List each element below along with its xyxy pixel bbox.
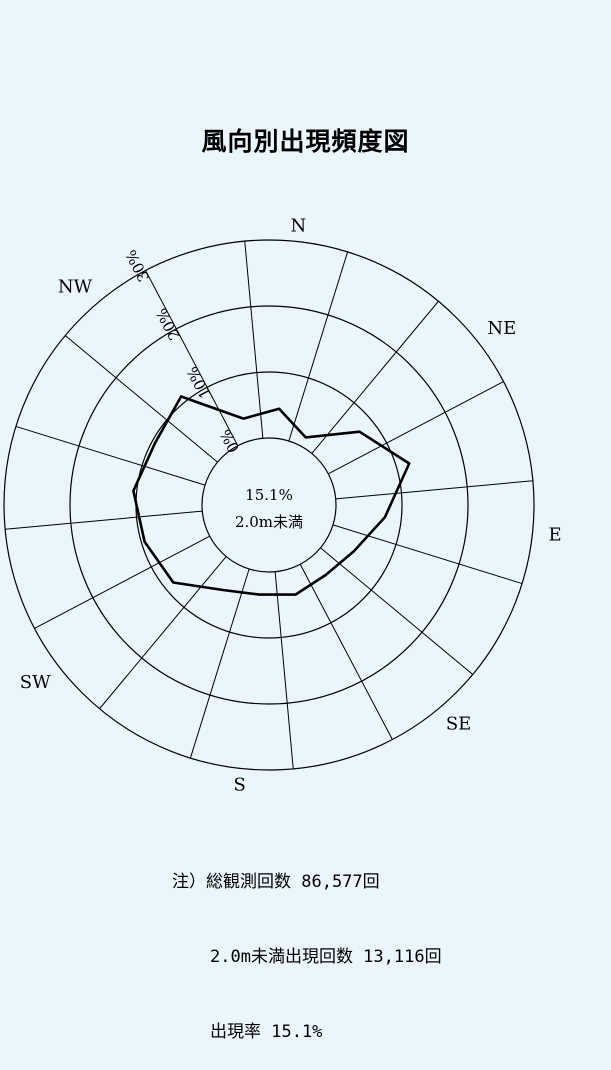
ring-30 [4,240,534,770]
spoke-3 [336,481,533,499]
spoke-11 [5,511,202,529]
ring-label-10: 10% [183,364,214,402]
ring-20 [70,306,468,704]
spoke-4 [333,525,522,584]
spoke-5 [321,548,473,675]
direction-label-s: S [233,774,245,795]
direction-label-sw: SW [20,672,51,693]
spoke-8 [190,569,249,758]
spoke-1 [312,301,439,453]
spoke-9 [100,557,227,709]
spoke-2 [328,382,503,474]
note-line-total: 注）総観測回数 86,577回 [172,870,442,895]
spoke-6 [300,564,392,739]
direction-label-se: SE [446,713,471,734]
ring-0 [202,438,336,572]
spoke-15 [245,241,263,438]
spoke-0 [289,252,348,441]
note-line-rate: 出現率 15.1% [172,1020,442,1045]
direction-label-e: E [548,524,561,545]
spoke-13 [65,336,217,463]
direction-label-nw: NW [58,277,93,298]
spoke-7 [275,572,293,769]
wind-rose-chart: N NE E SE S SW NW 0%10%20% 30% 15.1% 2.0m未満 [0,0,611,958]
spoke-12 [16,426,205,485]
ring-label-0: 0% [216,426,243,455]
spoke-14 [146,270,238,445]
ring-label-20: 20% [152,305,183,343]
direction-label-ne: NE [487,318,516,339]
notes: 注）総観測回数 86,577回 2.0m未満出現回数 13,116回 出現率 1… [172,820,442,1070]
spoke-10 [34,536,209,628]
center-percent: 15.1% [245,486,293,504]
rose-center: 15.1% 2.0m未満 [235,486,303,531]
center-caption: 2.0m未満 [235,513,303,531]
rose-labels: N NE E SE S SW NW 0%10%20% 30% [20,216,562,796]
rose-grid [4,240,534,770]
ring-label-30: 30% [122,247,153,285]
direction-label-n: N [290,216,306,237]
